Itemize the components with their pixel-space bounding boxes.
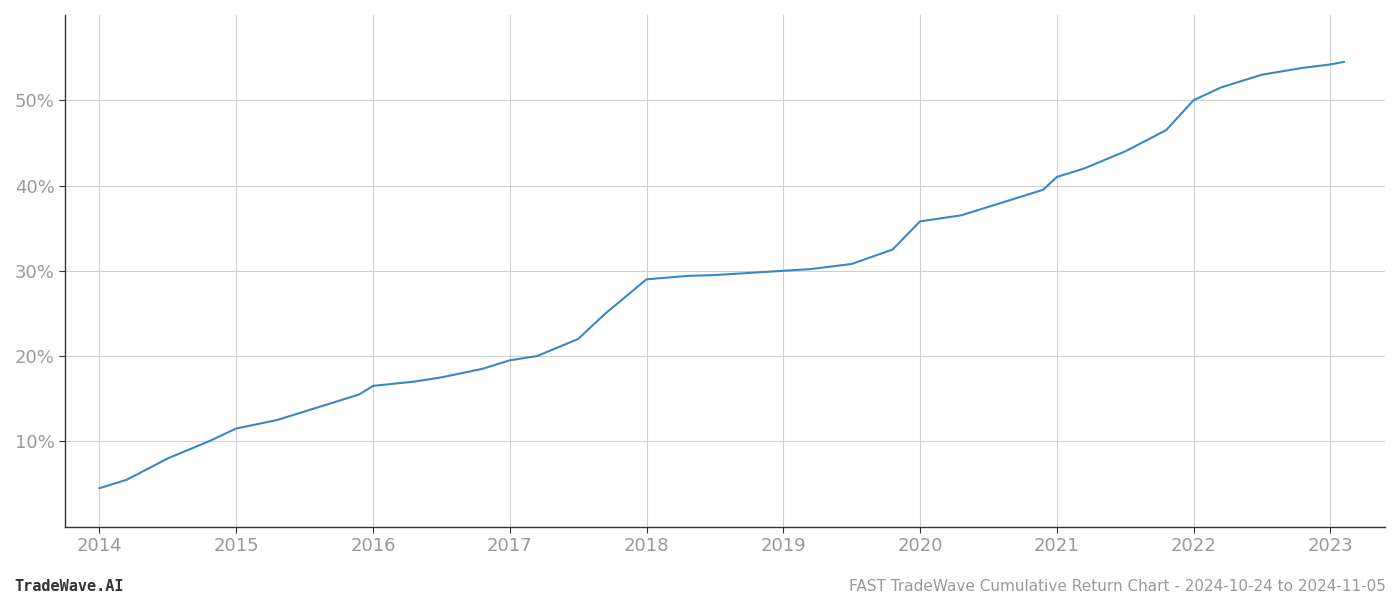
Text: FAST TradeWave Cumulative Return Chart - 2024-10-24 to 2024-11-05: FAST TradeWave Cumulative Return Chart -… — [850, 579, 1386, 594]
Text: TradeWave.AI: TradeWave.AI — [14, 579, 123, 594]
